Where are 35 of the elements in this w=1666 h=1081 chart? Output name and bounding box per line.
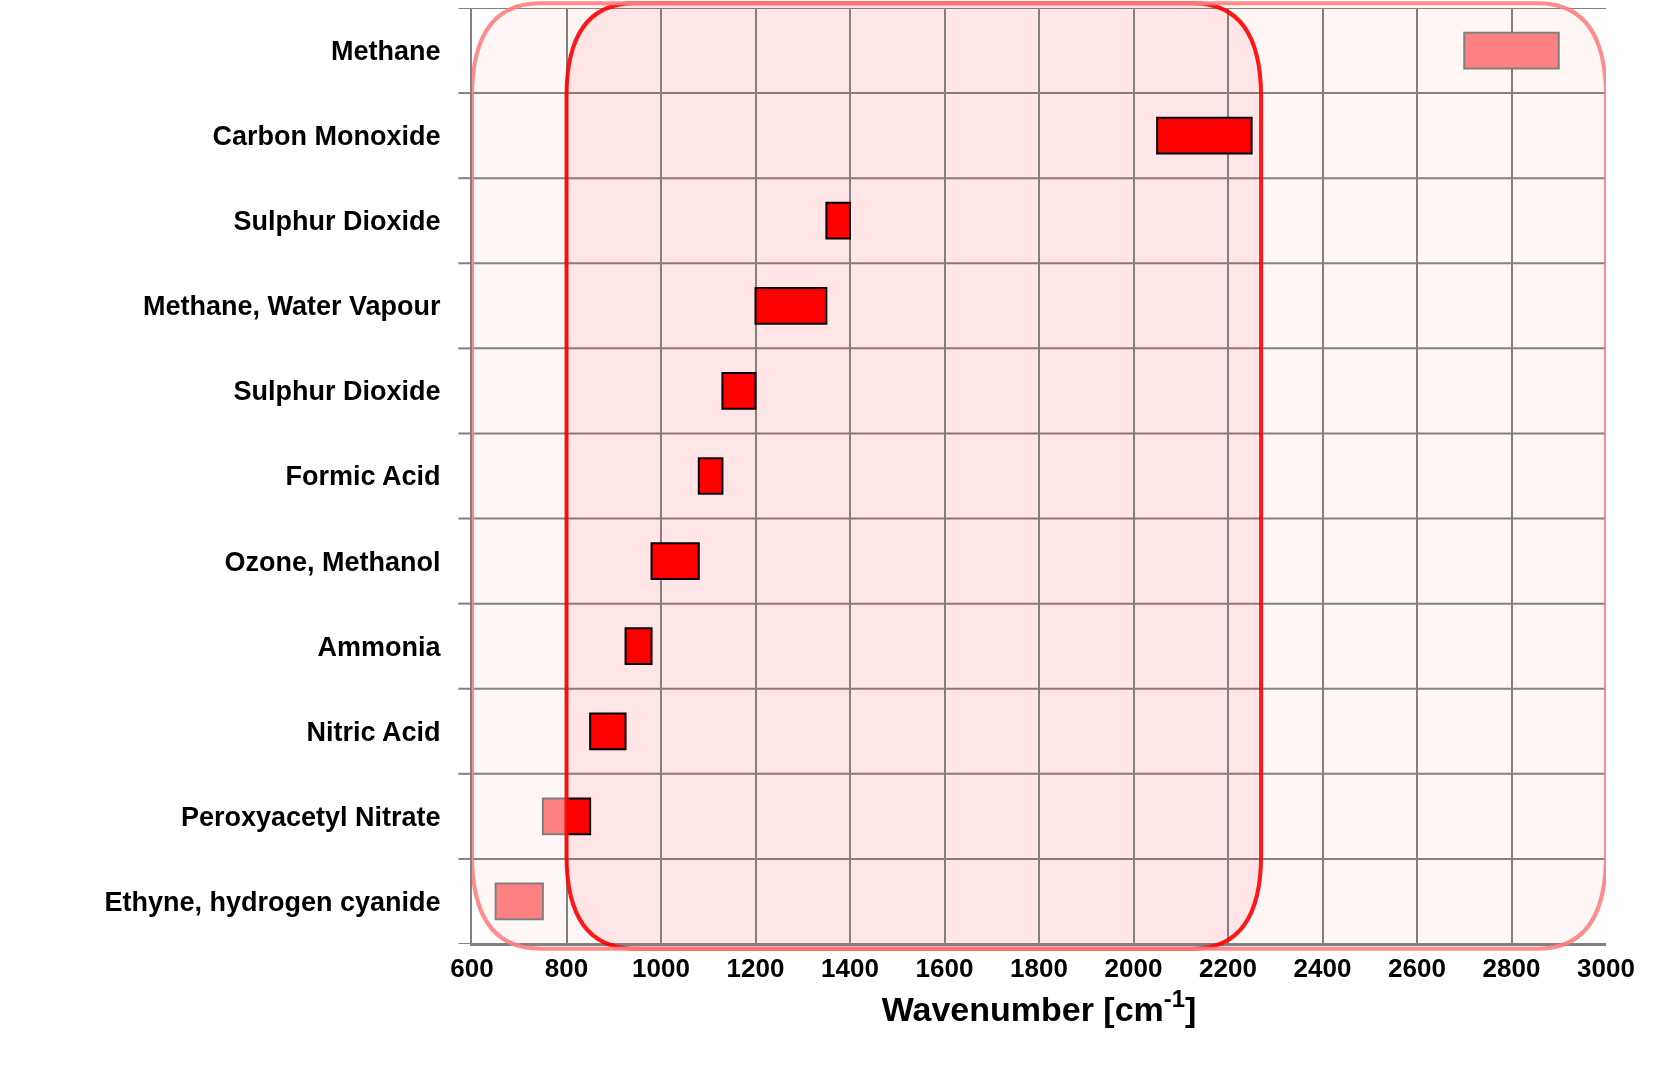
y-tick-label: Formic Acid xyxy=(285,461,441,492)
x-tick-label: 1800 xyxy=(1010,953,1068,984)
y-tick-label: Methane xyxy=(331,36,441,66)
x-tick-label: 2000 xyxy=(1104,953,1163,984)
x-tick-label: 2400 xyxy=(1293,953,1352,984)
y-tick-label: Ozone, Methanol xyxy=(224,546,441,577)
y-tick-label: Nitric Acid xyxy=(306,716,441,747)
bar xyxy=(494,882,544,921)
bar xyxy=(650,542,700,580)
x-tick-label: 600 xyxy=(450,953,494,984)
y-tick-label: Methane, Water Vapour xyxy=(143,291,442,322)
bar xyxy=(697,457,724,495)
x-tick-label: 1200 xyxy=(726,953,785,984)
x-tick-label: 2800 xyxy=(1482,953,1541,984)
x-tick-label: 1400 xyxy=(821,953,879,984)
bar xyxy=(754,286,828,325)
x-tick-label: 1000 xyxy=(632,953,690,984)
bar xyxy=(624,627,653,666)
x-tick-label: 800 xyxy=(544,953,589,984)
y-tick-label: Sulphur Dioxide xyxy=(233,376,441,407)
y-tick-label: Ammonia xyxy=(317,631,442,662)
y-tick-label: Ethyne, hydrogen cyanide xyxy=(104,886,441,917)
bar xyxy=(721,372,757,410)
x-tick-label: 1600 xyxy=(915,953,974,984)
x-tick-label: 2200 xyxy=(1199,953,1257,984)
y-tick-label: Carbon Monoxide xyxy=(212,121,441,152)
bar xyxy=(825,201,851,240)
x-tick-label: 2600 xyxy=(1388,953,1446,984)
y-tick-label: Sulphur Dioxide xyxy=(233,206,441,237)
bar xyxy=(589,712,627,751)
x-axis-title: Wavenumber [cm$^{-1}$] xyxy=(881,984,1197,1028)
y-tick-label: Peroxyacetyl Nitrate xyxy=(180,801,441,832)
bar xyxy=(1156,116,1253,155)
bar xyxy=(541,797,568,836)
x-tick-label: 3000 xyxy=(1577,953,1635,984)
